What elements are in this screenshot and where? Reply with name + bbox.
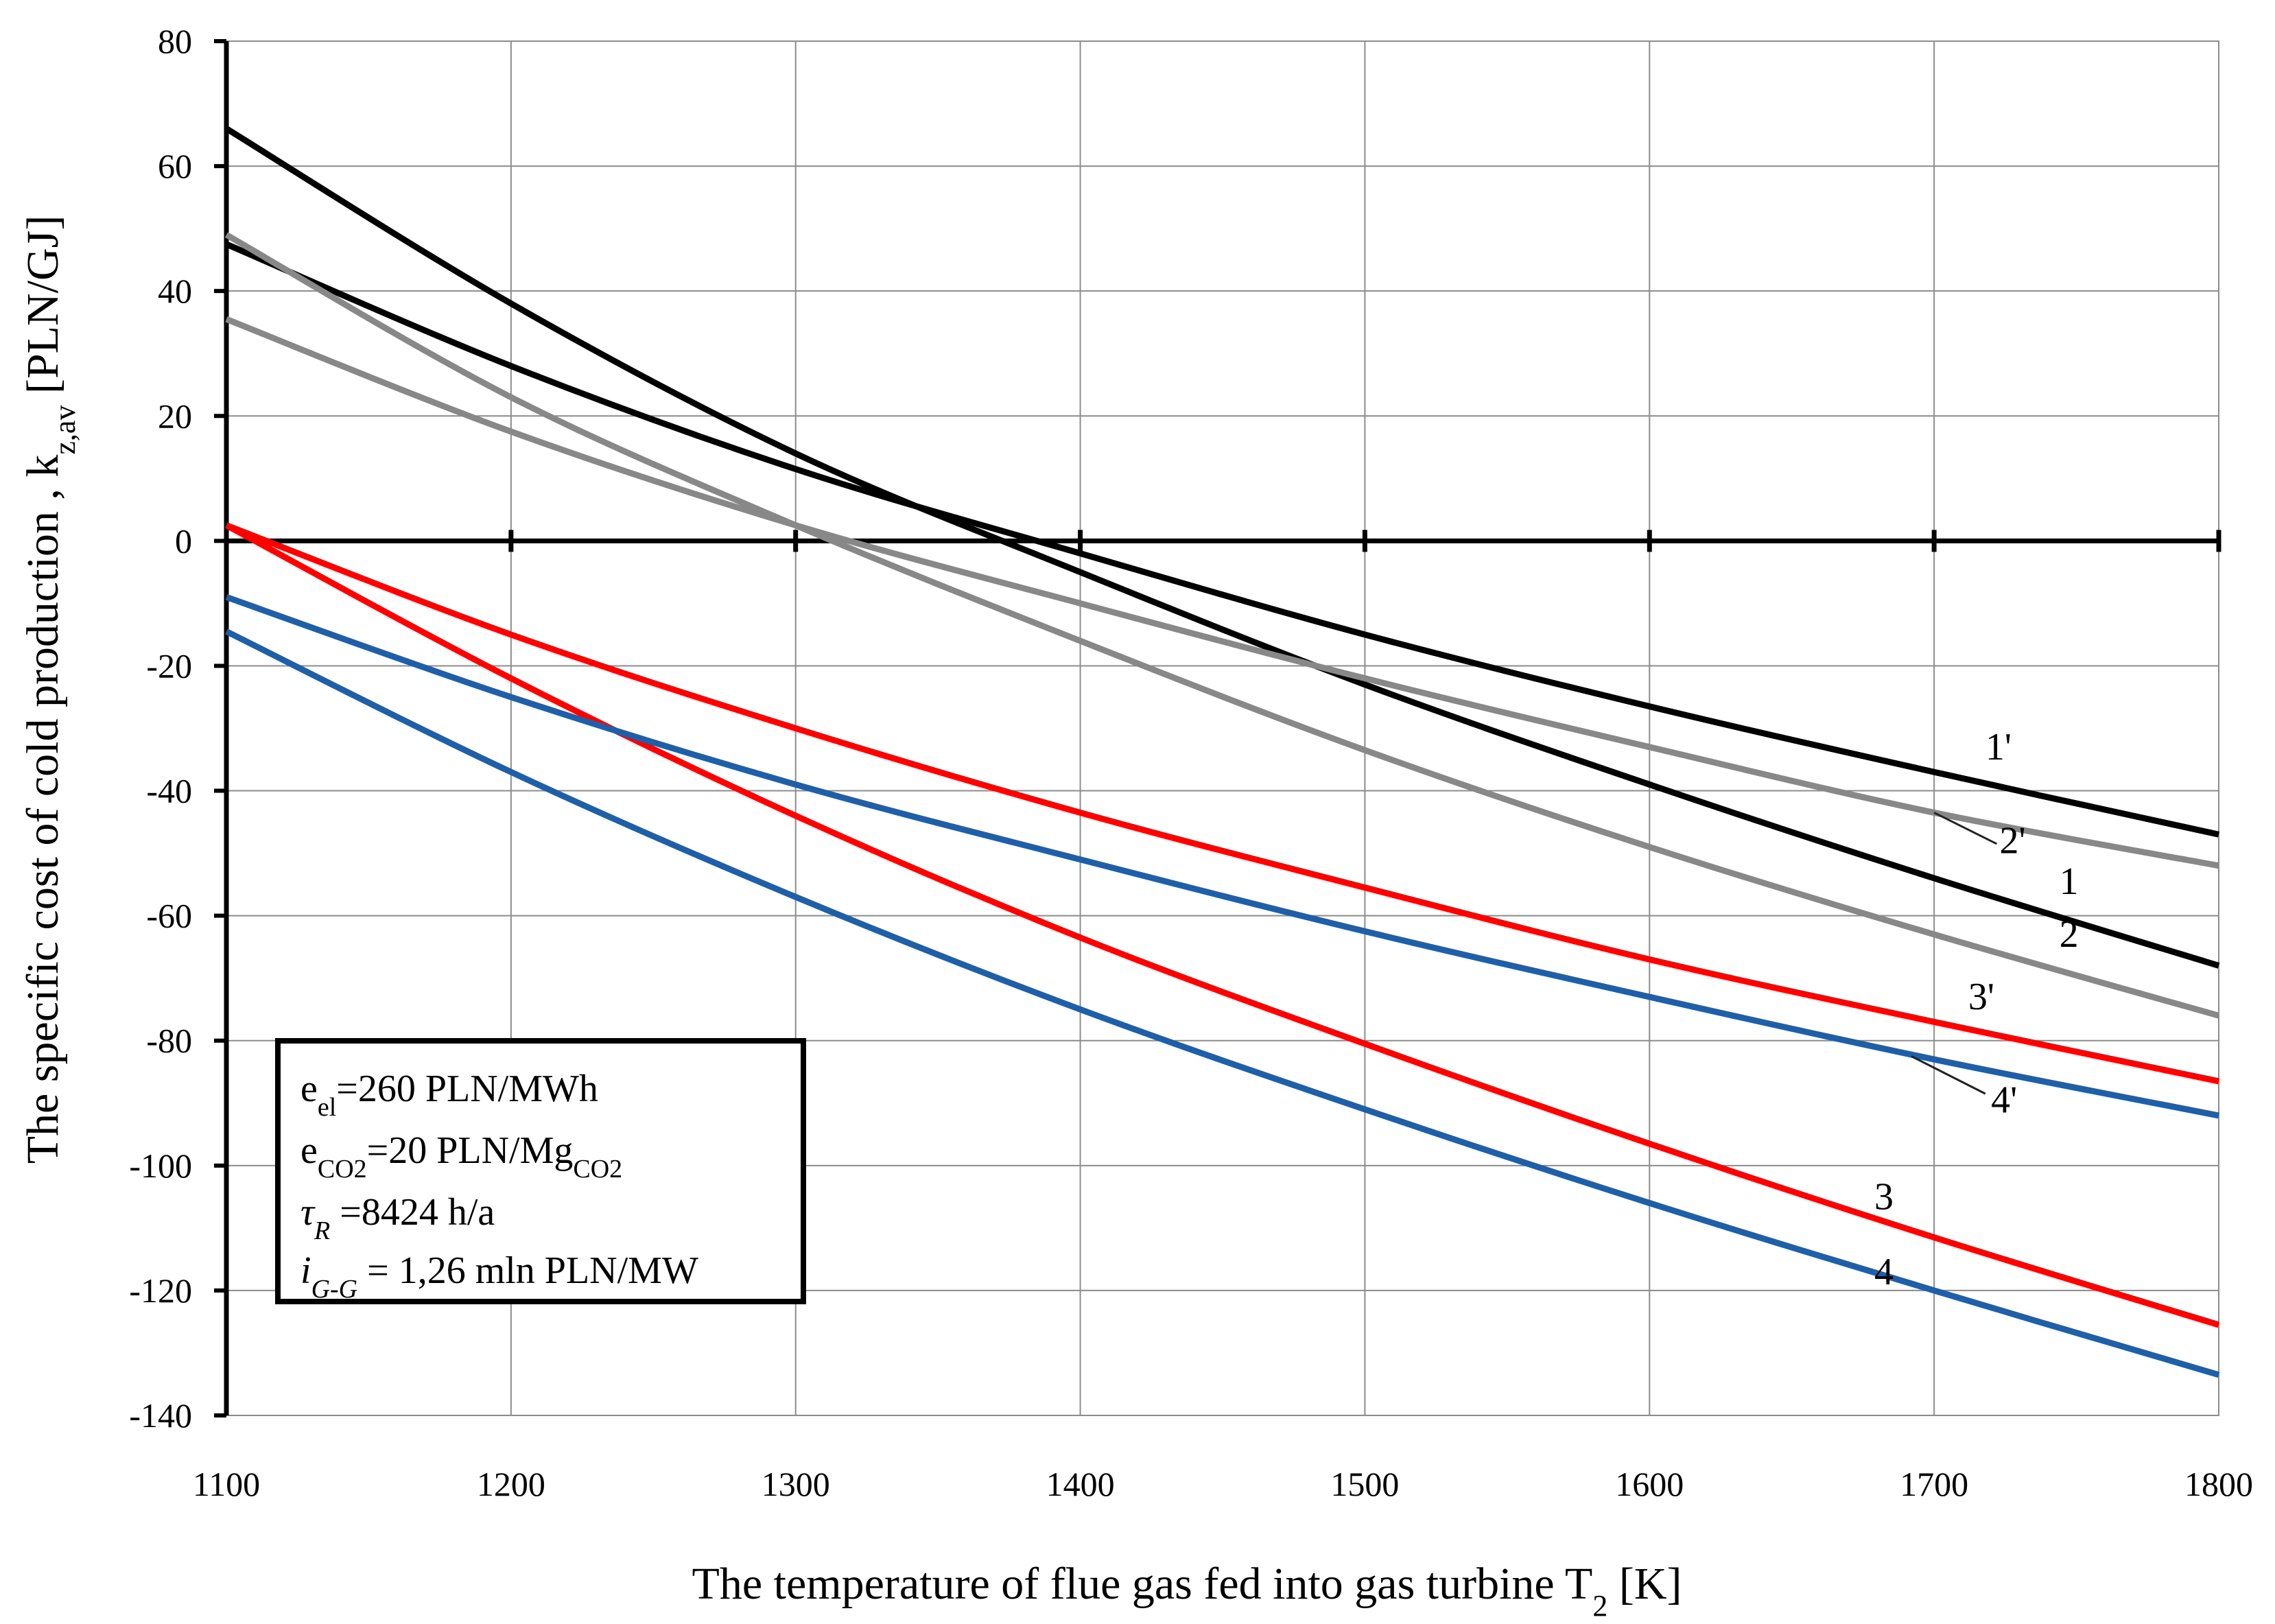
param-electricity-price: eel=260 PLN/MWh bbox=[300, 1068, 598, 1122]
y-tick-label: 40 bbox=[158, 272, 192, 310]
x-tick-label: 1300 bbox=[762, 1465, 830, 1503]
curve-label: 1 bbox=[2060, 860, 2079, 903]
curve-labels: 1' 2' 1 2 3' 4' 3 4 bbox=[1874, 726, 2079, 1293]
series-line-3 bbox=[224, 522, 2220, 1328]
label-leader-line bbox=[1933, 812, 1998, 845]
curve-label: 4' bbox=[1991, 1079, 2017, 1121]
tick-labels: 1100 1200 1300 1400 1500 1600 1700 180080604020… bbox=[129, 22, 2253, 1503]
y-axis-title: The specific cost of cold production , k… bbox=[18, 215, 82, 1164]
y-tick-label: 60 bbox=[158, 147, 192, 185]
y-tick-label: -20 bbox=[146, 646, 192, 685]
x-tick-label: 1100 bbox=[193, 1465, 260, 1503]
y-tick-label: 80 bbox=[158, 22, 192, 60]
series-line-4 bbox=[225, 628, 2220, 1378]
curve-label: 1' bbox=[1985, 726, 2012, 768]
axes bbox=[214, 39, 2221, 1417]
x-tick-label: 1500 bbox=[1330, 1465, 1399, 1503]
series-line-4-prime bbox=[225, 594, 2219, 1119]
y-tick-label: 20 bbox=[158, 397, 192, 435]
param-co2-price: eCO2=20 PLN/MgCO2 bbox=[300, 1129, 622, 1184]
y-tick-label: -60 bbox=[146, 897, 192, 935]
y-tick-label: -120 bbox=[129, 1271, 192, 1310]
parameter-box: eel=260 PLN/MWh eCO2=20 PLN/MgCO2 τR =84… bbox=[275, 1038, 806, 1304]
y-tick-label: 0 bbox=[175, 521, 192, 560]
curve-label: 2 bbox=[2060, 913, 2079, 956]
y-tick-label: -140 bbox=[129, 1396, 192, 1435]
y-tick-label: -100 bbox=[129, 1146, 192, 1185]
series-line-3-prime bbox=[225, 522, 2219, 1085]
label-leader-line bbox=[1911, 1055, 1986, 1095]
x-tick-label: 1800 bbox=[2184, 1465, 2253, 1503]
x-axis-title: The temperature of flue gas fed into gas… bbox=[692, 1559, 1682, 1623]
x-tick-label: 1600 bbox=[1615, 1465, 1684, 1503]
series-line-2 bbox=[224, 232, 2220, 1019]
grid bbox=[226, 40, 2219, 1416]
param-operating-time: τR =8424 h/a bbox=[300, 1191, 495, 1245]
x-tick-label: 1700 bbox=[1900, 1465, 1968, 1503]
curve-label: 2' bbox=[2000, 820, 2026, 862]
x-tick-label: 1200 bbox=[477, 1465, 545, 1503]
curve-label: 4 bbox=[1874, 1251, 1894, 1293]
param-investment-cost: iG-G = 1,26 mln PLN/MW bbox=[300, 1249, 698, 1304]
curve-label: 3 bbox=[1874, 1176, 1894, 1219]
y-tick-label: -40 bbox=[146, 772, 192, 810]
series-line-1 bbox=[224, 126, 2220, 969]
curve-label: 3' bbox=[1968, 976, 1994, 1018]
series-group bbox=[224, 126, 2220, 1378]
x-tick-label: 1400 bbox=[1046, 1465, 1115, 1503]
series-line-1-prime bbox=[225, 241, 2219, 838]
series-line-2-prime bbox=[225, 316, 2219, 869]
y-tick-label: -80 bbox=[146, 1022, 192, 1060]
